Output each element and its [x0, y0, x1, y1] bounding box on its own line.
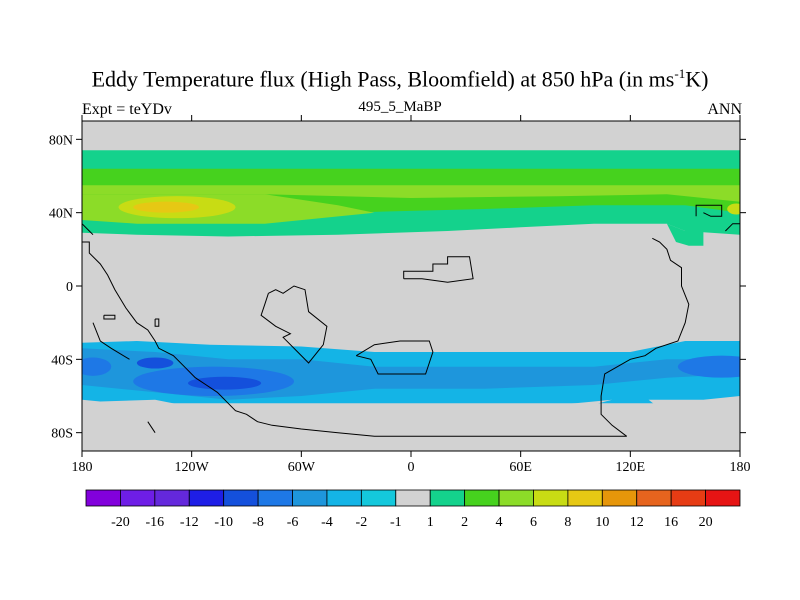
y-tick-label: 80S — [51, 427, 73, 442]
colorbar-label: -4 — [321, 515, 333, 530]
coastline-segment — [103, 314, 116, 320]
x-tick-label: 120E — [616, 460, 646, 475]
y-tick-label: 40S — [51, 353, 73, 368]
colorbar-label: 4 — [496, 515, 503, 530]
y-tick-label: 80N — [49, 133, 73, 148]
y-tick-label: 40N — [49, 207, 73, 222]
colorbar-label: -10 — [214, 515, 233, 530]
coastline-segment — [147, 421, 156, 433]
colorbar-swatch — [257, 489, 293, 507]
colorbar-label: 2 — [461, 515, 468, 530]
field-band-neg-6-8-pacific — [677, 355, 740, 378]
field-band-neg-8-10 — [188, 376, 262, 390]
field-band-1-2-pacific — [666, 223, 704, 246]
colorbar-swatch — [292, 489, 328, 507]
coastline-segment — [695, 204, 723, 217]
colorbar-label: 10 — [595, 515, 609, 530]
field-band-6-8-dateline — [727, 203, 740, 215]
coastline-segment — [403, 256, 474, 283]
coastline-segment — [260, 285, 328, 364]
field-neutral-pole — [82, 403, 740, 451]
colorbar-swatch — [498, 489, 534, 507]
colorbar-label: -6 — [287, 515, 299, 530]
x-tick-label: 60E — [509, 460, 532, 475]
experiment-label: Expt = teYDv — [82, 101, 172, 118]
colorbar-swatch — [636, 489, 672, 507]
season-label: ANN — [707, 101, 742, 118]
colorbar-label: 12 — [630, 515, 644, 530]
colorbar-swatch — [326, 489, 362, 507]
colorbar-label: -16 — [146, 515, 165, 530]
colorbar-label: 1 — [427, 515, 434, 530]
colorbar-label: -12 — [180, 515, 199, 530]
colorbar-swatch — [154, 489, 190, 507]
colorbar-swatch — [533, 489, 569, 507]
colorbar-label: 20 — [699, 515, 713, 530]
colorbar-swatch — [567, 489, 603, 507]
x-tick-label: 180 — [730, 460, 751, 475]
colorbar-label: -8 — [252, 515, 264, 530]
colorbar-swatch — [223, 489, 259, 507]
colorbar-label: -20 — [111, 515, 130, 530]
coastline-segment — [725, 223, 740, 232]
coastline-segment — [92, 322, 130, 360]
title-main: Eddy Temperature flux (High Pass, Bloomf… — [91, 66, 675, 92]
colorbar-swatch — [188, 489, 225, 507]
field-band-neg-8-10-west — [136, 357, 174, 369]
colorbar: -20 -16 -12 -10 -8 -6 -4 -2 -1 1 2 4 6 8 10 12 16 20 — [85, 489, 741, 530]
case-label: 495_5_MaBP — [358, 99, 442, 115]
colorbar-swatch — [360, 489, 397, 507]
colorbar-swatch — [120, 489, 156, 507]
colorbar-swatch — [395, 489, 431, 507]
y-tick-label: 0 — [66, 280, 73, 295]
colorbar-swatch — [85, 489, 121, 507]
coastline-segment — [82, 241, 627, 437]
colorbar-label: 16 — [664, 515, 678, 530]
coastlines — [82, 204, 740, 437]
coastline-segment — [154, 318, 160, 327]
field-band-4-6-upper — [82, 185, 740, 202]
colorbar-swatch — [429, 489, 466, 507]
field-band-neg-6-8-dateline — [82, 357, 112, 376]
x-tick-label: 120W — [175, 460, 210, 475]
coastline-segment — [82, 223, 94, 236]
colorbar-swatch — [601, 489, 638, 507]
map-field — [82, 121, 740, 451]
colorbar-label: 6 — [530, 515, 537, 530]
axis-ticks: 180 120W 60W 0 60E 120E 180 80N 40N 0 40S 80S — [49, 115, 751, 475]
x-tick-label: 60W — [288, 460, 316, 475]
title-end: K) — [685, 66, 709, 92]
colorbar-label: -1 — [390, 515, 402, 530]
coastline-segment — [355, 340, 434, 375]
chart-title: Eddy Temperature flux (High Pass, Bloomf… — [0, 66, 800, 92]
colorbar-swatch — [670, 489, 706, 507]
field-band-8-10 — [133, 201, 199, 213]
x-tick-label: 0 — [408, 460, 415, 475]
x-tick-label: 180 — [72, 460, 93, 475]
colorbar-swatch — [705, 489, 741, 507]
coastline-segment — [600, 237, 690, 437]
title-superscript: -1 — [674, 66, 686, 81]
colorbar-label: 8 — [564, 515, 571, 530]
colorbar-swatch — [464, 489, 500, 507]
colorbar-label: -2 — [356, 515, 368, 530]
